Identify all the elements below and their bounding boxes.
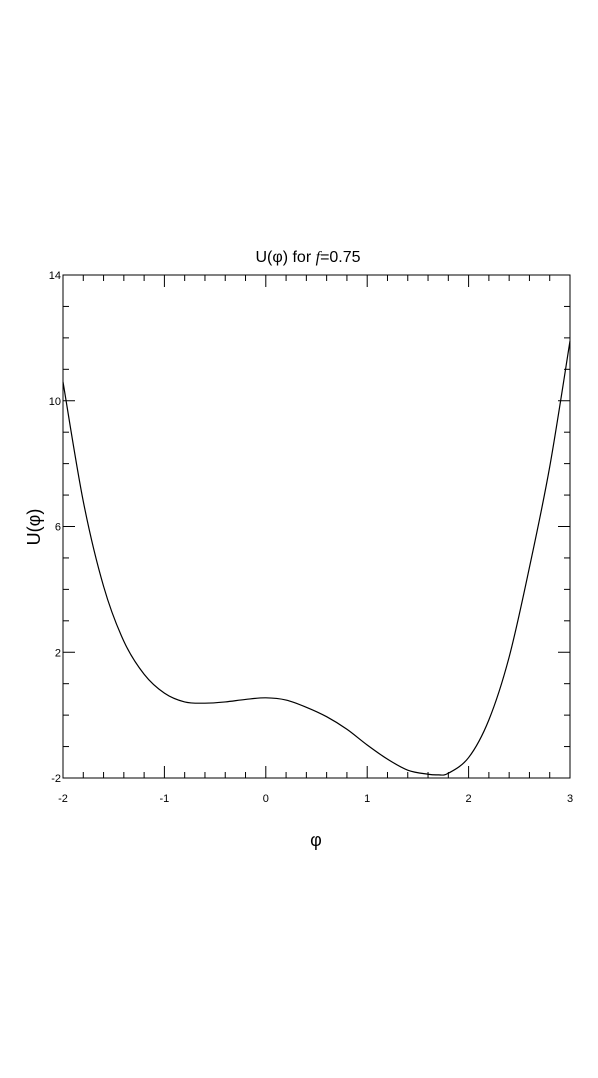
chart-title-suffix: =0.75 — [320, 249, 361, 266]
x-tick-label: 1 — [364, 793, 370, 805]
y-tick-label: 10 — [49, 396, 61, 408]
x-tick-label: 0 — [263, 793, 269, 805]
plot-frame — [62, 274, 571, 779]
x-tick-label: -2 — [58, 793, 68, 805]
y-tick-label: 14 — [49, 270, 61, 282]
x-tick-label: -1 — [160, 793, 170, 805]
y-tick-label: 6 — [55, 522, 61, 534]
y-tick-label: 2 — [55, 647, 61, 659]
chart-title-param: f — [316, 249, 323, 266]
x-tick-label: 2 — [466, 793, 472, 805]
chart-title: U(φ) for f=0.75 — [255, 249, 360, 266]
y-axis-label: U(φ) — [24, 509, 44, 546]
potential-curve — [62, 340, 571, 776]
x-tick-label: 3 — [567, 793, 573, 805]
plot-area: -2 -1 0 1 2 3 -2 2 6 10 14 — [49, 270, 573, 805]
y-tick-label: -2 — [51, 773, 61, 785]
x-axis-label: φ — [310, 830, 322, 850]
chart-title-prefix: U(φ) for — [255, 249, 315, 266]
